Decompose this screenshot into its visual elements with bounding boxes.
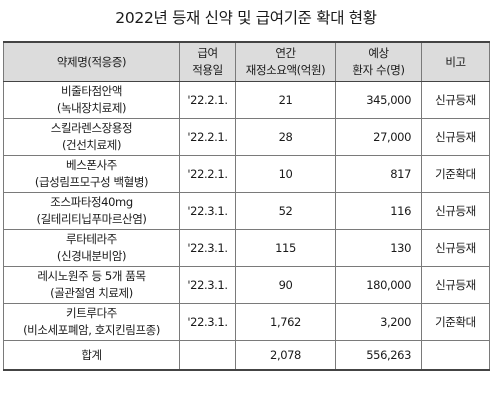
table-row: 스킬라렌스장용정 (건선치료제) '22.2.1. 28 27,000 신규등재 <box>3 118 490 156</box>
drug-name: 베스폰사주 <box>66 158 117 172</box>
patients-cell: 27,000 <box>335 118 422 156</box>
date-cell: '22.3.1. <box>179 192 236 230</box>
cost-cell: 115 <box>235 229 336 267</box>
drug-indication: (비소세포폐암, 호지킨림프종) <box>23 323 160 337</box>
cost-cell: 28 <box>235 118 336 156</box>
table-row: 조스파타정40mg (길테리티닙푸마르산염) '22.3.1. 52 116 신규… <box>3 192 490 230</box>
table-row: 레시노원주 등 5개 품목 (골관절염 치료제) '22.3.1. 90 180,… <box>3 266 490 304</box>
drug-name: 조스파타정40mg <box>50 195 133 209</box>
date-cell: '22.2.1. <box>179 118 236 156</box>
date-cell: '22.3.1. <box>179 303 236 341</box>
table-row: 루타테라주 (신경내분비암) '22.3.1. 115 130 신규등재 <box>3 229 490 267</box>
total-cost: 2,078 <box>235 340 336 371</box>
drug-indication: (길테리티닙푸마르산염) <box>36 212 147 226</box>
date-cell: '22.3.1. <box>179 266 236 304</box>
drug-name: 비줄타점안액 <box>60 84 123 98</box>
total-row: 합계 2,078 556,263 <box>3 340 490 371</box>
header-drug: 약제명(적응증) <box>3 41 180 82</box>
drug-indication: (급성림프모구성 백혈병) <box>34 175 149 189</box>
remark-cell: 기준확대 <box>421 303 490 341</box>
cost-cell: 52 <box>235 192 336 230</box>
date-cell: '22.2.1. <box>179 81 236 119</box>
total-remark <box>421 340 490 371</box>
table-row: 베스폰사주 (급성림프모구성 백혈병) '22.2.1. 10 817 기준확대 <box>3 155 490 193</box>
table-row: 비줄타점안액 (녹내장치료제) '22.2.1. 21 345,000 신규등재 <box>3 81 490 119</box>
drug-cell: 루타테라주 (신경내분비암) <box>3 229 180 267</box>
drug-indication: (녹내장치료제) <box>56 101 127 115</box>
header-remark: 비고 <box>421 41 490 82</box>
patients-cell: 180,000 <box>335 266 422 304</box>
patients-cell: 345,000 <box>335 81 422 119</box>
drug-indication: (골관절염 치료제) <box>50 286 133 300</box>
total-patients: 556,263 <box>335 340 422 371</box>
remark-cell: 신규등재 <box>421 118 490 156</box>
remark-cell: 기준확대 <box>421 155 490 193</box>
header-date: 급여 적용일 <box>179 41 236 82</box>
drug-indication: (신경내분비암) <box>56 249 127 263</box>
date-cell: '22.3.1. <box>179 229 236 267</box>
page-title: 2022년 등재 신약 및 급여기준 확대 현황 <box>115 9 377 27</box>
cost-cell: 21 <box>235 81 336 119</box>
patients-cell: 130 <box>335 229 422 267</box>
drug-name: 키트루다주 <box>66 306 117 320</box>
total-label: 합계 <box>3 340 180 371</box>
table-header-row: 약제명(적응증) 급여 적용일 연간 재정소요액(억원) 예상 환자 수(명) 비고 <box>3 41 490 82</box>
drug-indication: (건선치료제) <box>61 138 122 152</box>
drug-cell: 베스폰사주 (급성림프모구성 백혈병) <box>3 155 180 193</box>
table-row: 키트루다주 (비소세포폐암, 호지킨림프종) '22.3.1. 1,762 3,2… <box>3 303 490 341</box>
remark-cell: 신규등재 <box>421 266 490 304</box>
drug-name: 스킬라렌스장용정 <box>50 121 133 135</box>
drug-name: 루타테라주 <box>66 232 117 246</box>
date-cell: '22.2.1. <box>179 155 236 193</box>
drug-cell: 레시노원주 등 5개 품목 (골관절염 치료제) <box>3 266 180 304</box>
drug-cell: 조스파타정40mg (길테리티닙푸마르산염) <box>3 192 180 230</box>
remark-cell: 신규등재 <box>421 192 490 230</box>
drug-name: 레시노원주 등 5개 품목 <box>37 269 146 283</box>
cost-cell: 1,762 <box>235 303 336 341</box>
patients-cell: 116 <box>335 192 422 230</box>
patients-cell: 3,200 <box>335 303 422 341</box>
patients-cell: 817 <box>335 155 422 193</box>
drug-cell: 비줄타점안액 (녹내장치료제) <box>3 81 180 119</box>
drug-table: 약제명(적응증) 급여 적용일 연간 재정소요액(억원) 예상 환자 수(명) 비고 … <box>3 41 490 371</box>
cost-cell: 90 <box>235 266 336 304</box>
header-patients: 예상 환자 수(명) <box>335 41 422 82</box>
total-date <box>179 340 236 371</box>
header-cost: 연간 재정소요액(억원) <box>235 41 336 82</box>
remark-cell: 신규등재 <box>421 81 490 119</box>
drug-cell: 스킬라렌스장용정 (건선치료제) <box>3 118 180 156</box>
cost-cell: 10 <box>235 155 336 193</box>
remark-cell: 신규등재 <box>421 229 490 267</box>
drug-cell: 키트루다주 (비소세포폐암, 호지킨림프종) <box>3 303 180 341</box>
